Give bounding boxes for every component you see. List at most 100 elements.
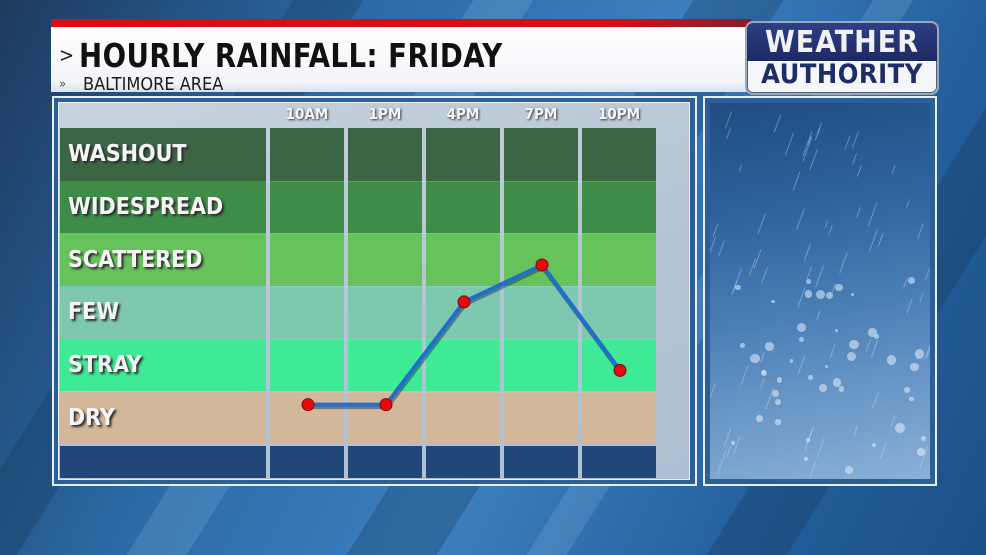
column-header-7pm: 7PM: [524, 105, 558, 123]
rain-streak: [740, 365, 749, 385]
rain-streak: [906, 298, 913, 314]
rain-streak: [877, 233, 884, 248]
rain-droplet: [872, 443, 876, 448]
grid-cell: [426, 233, 500, 287]
rain-streak: [880, 441, 888, 459]
rain-streak: [865, 339, 871, 353]
rain-droplet: [825, 291, 834, 300]
rain-streak: [902, 277, 908, 290]
column-header-10am: 10AM: [285, 105, 329, 123]
footer-row-cell: [504, 446, 578, 479]
grid-cell: [426, 338, 500, 392]
rain-streak: [856, 165, 862, 177]
rain-droplet: [774, 398, 782, 406]
rain-droplet: [834, 328, 838, 332]
chevron-right-icon: >: [59, 43, 75, 67]
row-divider: [270, 233, 656, 235]
rain-streak: [917, 223, 924, 239]
row-label-widespread: WIDESPREAD: [60, 180, 266, 234]
rain-streak: [760, 267, 768, 284]
rain-droplet: [804, 290, 813, 298]
rain-streak: [824, 219, 829, 228]
rain-droplet: [797, 322, 807, 332]
rain-droplet: [789, 359, 794, 364]
rain-streak: [726, 128, 732, 140]
grid-cell: [426, 180, 500, 234]
row-label-few: FEW: [60, 286, 266, 339]
rain-streak: [838, 252, 848, 273]
rain-streak: [738, 163, 743, 172]
grid-cell: [270, 338, 344, 392]
rain-droplet: [824, 364, 828, 368]
grid-cell: [504, 180, 578, 234]
rain-streak: [919, 293, 924, 302]
grid-cell: [270, 286, 344, 339]
rain-droplet: [739, 343, 745, 349]
rain-streak: [828, 225, 834, 236]
data-point-marker: [457, 295, 471, 309]
rain-streak: [773, 114, 782, 133]
row-label-scattered: SCATTERED: [60, 233, 266, 287]
footer-row-cell: [270, 446, 344, 479]
rain-streak: [797, 355, 806, 375]
grid-cell: [348, 233, 422, 287]
rain-streak: [853, 424, 859, 437]
rain-droplet: [755, 414, 763, 422]
rain-droplet: [806, 279, 811, 284]
rain-streak: [905, 200, 910, 210]
grid-cell: [582, 286, 656, 339]
rain-streak: [924, 268, 930, 280]
rain-droplet: [895, 423, 906, 434]
rainfall-line: [308, 263, 622, 407]
rain-droplet: [886, 355, 897, 366]
footer-row-cell: [582, 446, 656, 479]
rain-streak: [816, 438, 825, 459]
footer-row-cell: [348, 446, 422, 479]
grid-cell: [270, 128, 344, 181]
rain-streak: [872, 392, 880, 410]
rain-droplet: [798, 337, 804, 343]
rain-streak: [867, 202, 878, 227]
rain-photo: [710, 103, 930, 479]
rain-droplet: [914, 349, 925, 359]
rain-streak: [712, 222, 719, 237]
grid-cell: [348, 286, 422, 339]
rain-droplet: [920, 435, 926, 442]
grid-cell: [504, 338, 578, 392]
rain-droplet: [816, 290, 826, 300]
rain-streak: [803, 242, 811, 260]
row-divider: [270, 286, 656, 288]
rain-streak: [716, 451, 727, 476]
rain-droplet: [777, 377, 783, 383]
rain-droplet: [904, 386, 911, 393]
rain-droplet: [874, 334, 879, 339]
rain-droplet: [848, 339, 859, 350]
rain-droplet: [917, 447, 926, 456]
header-bar: > HOURLY RAINFALL: FRIDAY » BALTIMORE AR…: [51, 19, 751, 95]
rain-streak: [844, 135, 851, 150]
rain-streak: [802, 131, 813, 156]
grid-cell: [348, 338, 422, 392]
double-chevron-icon: »: [59, 77, 67, 92]
rain-droplet: [806, 438, 810, 443]
rain-droplet: [771, 299, 775, 304]
rain-droplet: [910, 362, 919, 372]
rain-streak: [759, 351, 765, 363]
header-red-stripe: [51, 19, 751, 27]
grid-cell: [426, 286, 500, 339]
grid-cell: [582, 233, 656, 287]
rain-streak: [718, 239, 726, 256]
rain-droplet: [850, 292, 854, 296]
rain-streak: [796, 208, 806, 230]
grid-cell: [348, 180, 422, 234]
data-point-marker: [301, 398, 315, 412]
page-subtitle: BALTIMORE AREA: [83, 74, 224, 95]
column-header-4pm: 4PM: [446, 105, 480, 123]
rain-streak: [792, 171, 800, 191]
logo-top-band: [747, 23, 937, 61]
rain-droplet: [909, 396, 914, 401]
rain-droplet: [764, 341, 774, 351]
grid-cell: [270, 180, 344, 234]
weather-authority-logo: WEATHER AUTHORITY: [745, 21, 939, 95]
